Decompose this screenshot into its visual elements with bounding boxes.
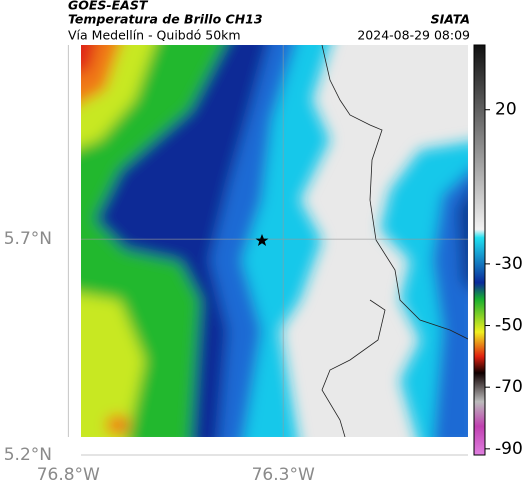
y-tick-label: 5.7°N — [4, 229, 52, 249]
colorbar-label: -50 — [495, 316, 523, 336]
header-date: 2024-08-29 08:09 — [357, 28, 470, 43]
header-route: Vía Medellín - Quibdó 50km — [68, 28, 241, 43]
x-tick-label: 76.8°W — [37, 465, 100, 485]
header-subtitle: Temperatura de Brillo CH13 — [68, 12, 263, 27]
colorbar — [473, 44, 486, 456]
colorbar-label: 20 — [495, 100, 517, 120]
colorbar-label: -70 — [495, 377, 523, 397]
colorbar-label: -30 — [495, 254, 523, 274]
satellite-image — [81, 45, 468, 437]
y-tick-label: 5.2°N — [4, 445, 52, 465]
location-marker — [255, 234, 269, 246]
header-title: GOES-EAST — [68, 0, 149, 13]
colorbar-label: -90 — [495, 439, 523, 459]
grid — [67, 45, 468, 456]
x-tick-label: 76.3°W — [252, 465, 315, 485]
header-source: SIATA — [431, 12, 470, 27]
